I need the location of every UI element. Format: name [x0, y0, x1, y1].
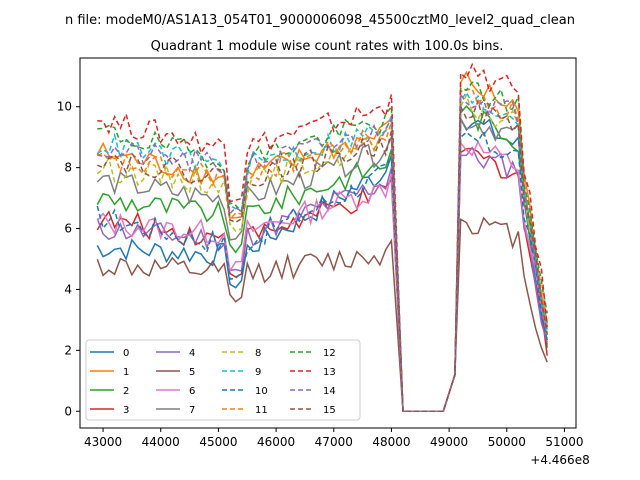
x-tick-label: 51000 [545, 435, 583, 449]
legend-label-13: 13 [323, 367, 336, 378]
legend-label-5: 5 [189, 367, 195, 378]
legend-label-8: 8 [255, 348, 261, 359]
legend-label-4: 4 [189, 348, 195, 359]
legend-frame [85, 339, 361, 421]
series-line-8 [96, 93, 548, 413]
legend-label-14: 14 [323, 386, 336, 397]
y-tick-label: 10 [57, 100, 72, 114]
legend-label-7: 7 [189, 405, 195, 416]
y-tick-label: 8 [64, 161, 72, 175]
series-line-15 [97, 98, 548, 413]
y-tick-label: 0 [64, 404, 72, 418]
plot-area-frame [79, 57, 577, 429]
series-line-3 [96, 147, 548, 413]
axis-ticks: 43000 44000 45000 46000 47000 48000 49000 50000… [57, 100, 584, 449]
legend-label-10: 10 [255, 386, 268, 397]
legend-label-2: 2 [123, 386, 129, 397]
series-line-13 [97, 62, 548, 413]
legend-label-0: 0 [123, 348, 129, 359]
chart-title-file: n file: modeM0/AS1A13_054T01_9000006098_… [65, 13, 575, 28]
legend-label-12: 12 [323, 348, 336, 359]
legend-label-9: 9 [255, 367, 261, 378]
x-axis-offset-label: +4.466e8 [530, 453, 589, 467]
x-tick-label: 46000 [257, 435, 295, 449]
x-tick-label: 45000 [199, 435, 237, 449]
series-line-1 [96, 70, 548, 413]
x-tick-label: 47000 [315, 435, 353, 449]
series-layer [96, 62, 548, 413]
x-tick-label: 50000 [488, 435, 526, 449]
series-line-6 [96, 140, 548, 413]
series-line-4 [96, 146, 548, 413]
series-line-5 [96, 216, 548, 413]
series-line-2 [96, 104, 548, 413]
series-line-14 [97, 92, 548, 413]
y-tick-label: 4 [64, 282, 72, 296]
series-line-11 [97, 88, 548, 413]
x-tick-label: 44000 [142, 435, 180, 449]
x-tick-label: 43000 [84, 435, 122, 449]
y-tick-label: 6 [64, 222, 72, 236]
series-line-10 [96, 129, 548, 413]
legend-label-11: 11 [255, 405, 268, 416]
y-tick-label: 2 [64, 343, 72, 357]
chart-title: Quadrant 1 module wise count rates with … [151, 39, 504, 54]
series-line-12 [97, 81, 548, 413]
legend-label-1: 1 [123, 367, 129, 378]
x-tick-label: 48000 [372, 435, 410, 449]
x-tick-label: 49000 [430, 435, 468, 449]
legend-label-6: 6 [189, 386, 195, 397]
legend-label-15: 15 [323, 405, 336, 416]
legend-label-3: 3 [123, 405, 129, 416]
series-line-7 [96, 116, 548, 413]
